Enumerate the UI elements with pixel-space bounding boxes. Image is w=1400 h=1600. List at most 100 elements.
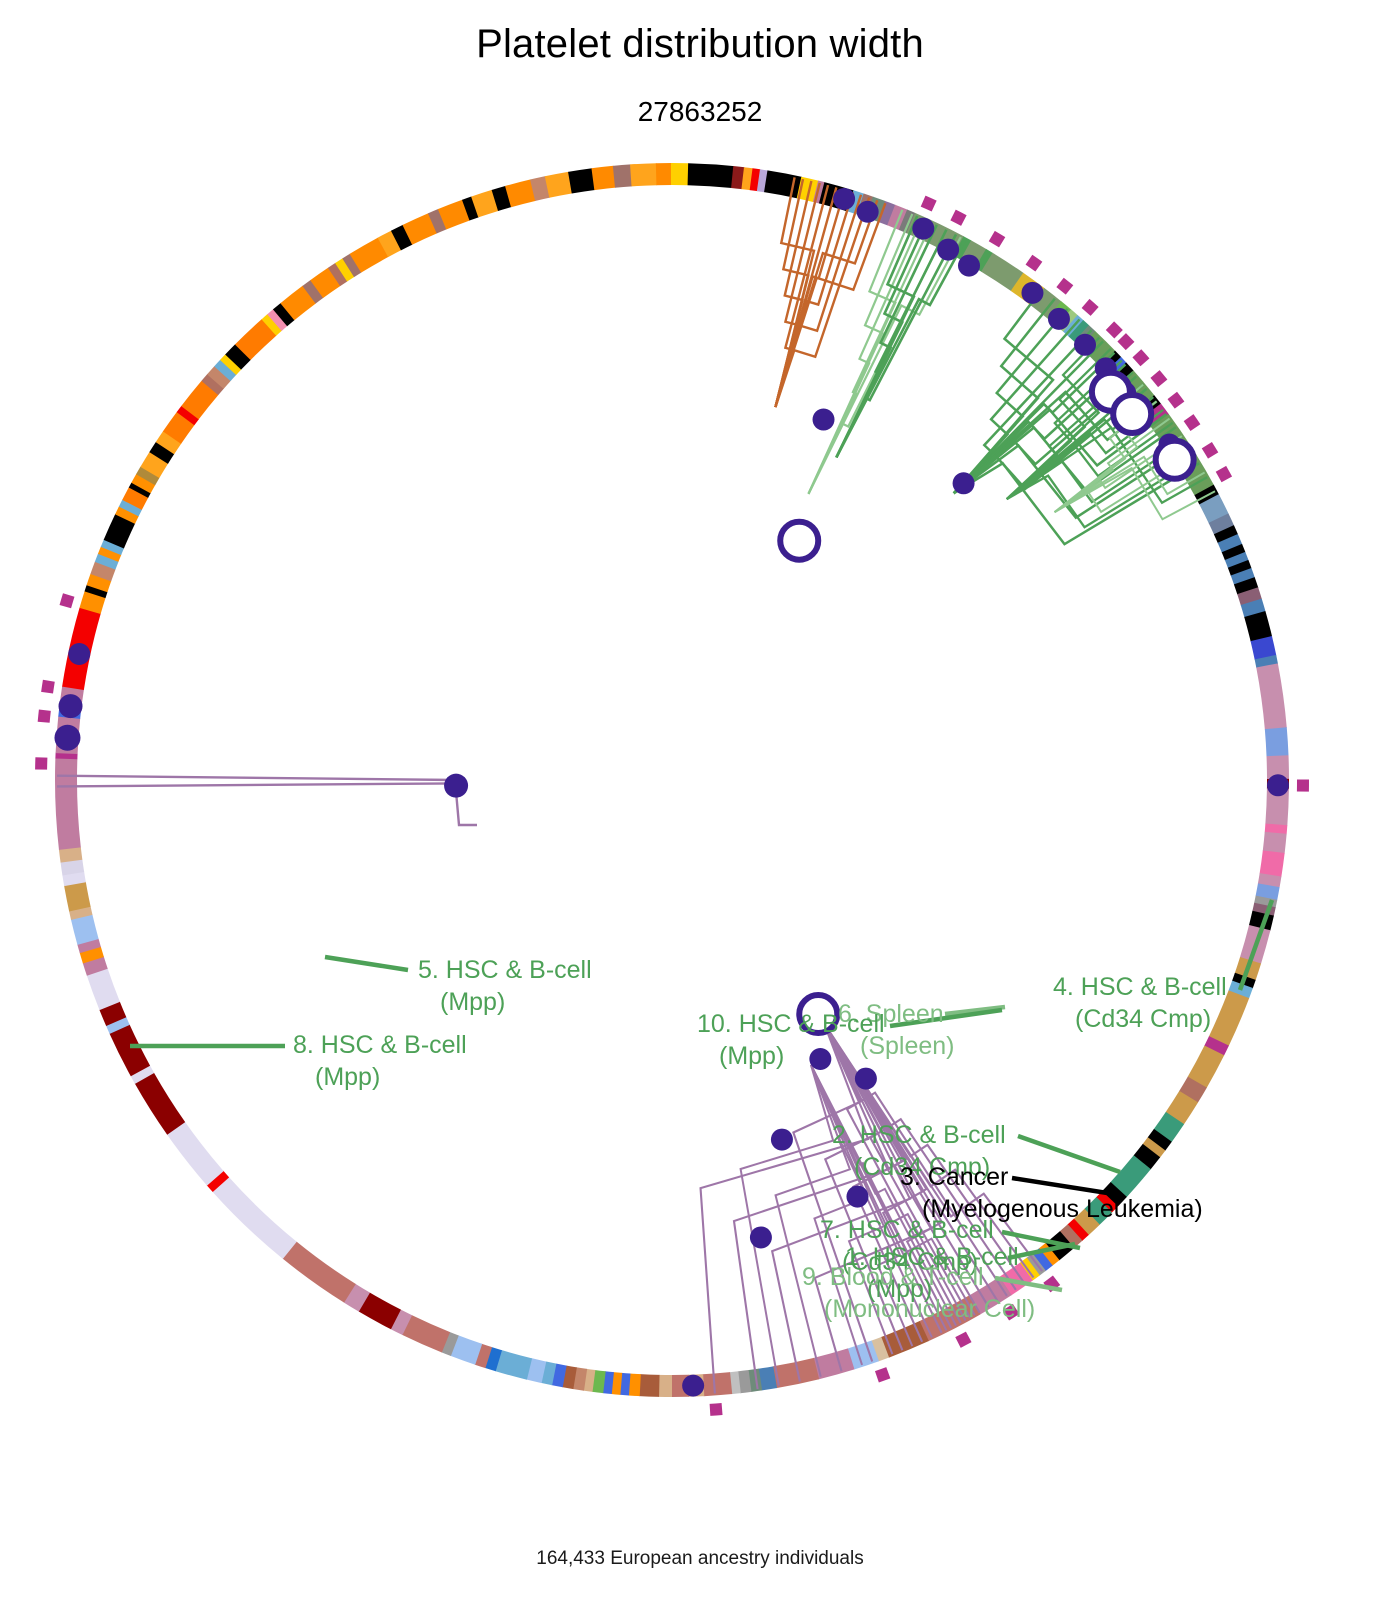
locus-dot[interactable]: [912, 217, 935, 240]
annotation-sublabel-4: (Cd34 Cmp): [1075, 1005, 1211, 1033]
ring-segment: [1095, 1191, 1119, 1213]
dendrogram-branch: [807, 236, 962, 495]
annotation-leader-line: [944, 1004, 1006, 1017]
locus-dot[interactable]: [1074, 333, 1097, 356]
locus-dot[interactable]: [937, 238, 960, 261]
ring-segment: [1230, 567, 1255, 585]
ring-segment: [474, 1343, 493, 1369]
locus-dot[interactable]: [833, 187, 856, 210]
dendrogram-branch: [953, 461, 1200, 546]
annotation-leader-line: [1017, 1133, 1121, 1175]
annotation-sublabel-8: (Mpp): [315, 1063, 380, 1091]
dendrogram-branch: [1053, 417, 1171, 513]
annotation-label-2: 2. HSC & B-cell: [832, 1121, 1006, 1149]
ring-segment: [272, 302, 295, 327]
locus-dot[interactable]: [958, 254, 980, 277]
ring-segment: [358, 1292, 401, 1330]
ring-segment: [1068, 320, 1090, 342]
ring-segment: [877, 200, 896, 226]
ring-segment: [109, 1024, 151, 1077]
dendrogram-branch: [57, 782, 456, 788]
ring-segment: [134, 1072, 186, 1135]
ring-segment: [1217, 533, 1243, 553]
annotation-label-layer: 1. HSC & B-cell (Mpp) 2. HSC & B-cell (Cd34…: [293, 956, 1227, 1323]
ring-segment: [772, 1357, 820, 1389]
outer-tick-mark: [1296, 779, 1309, 792]
ring-segment: [1165, 1090, 1199, 1125]
ring-segment: [155, 430, 182, 455]
page-footer-caption: 164,433 European ancestry individuals: [536, 1548, 864, 1569]
locus-dot[interactable]: [444, 773, 469, 798]
ring-segment: [437, 199, 471, 230]
annotation-leader-line: [1237, 899, 1275, 991]
ring-segment: [79, 590, 106, 615]
ring-segment: [1110, 1155, 1151, 1198]
outer-tick-mark: [1167, 391, 1185, 409]
dendrogram-branch: [810, 1064, 869, 1366]
dendrogram-branch: [810, 1064, 894, 1355]
locus-highlight-ring[interactable]: [777, 518, 822, 563]
ring-segment: [1224, 551, 1249, 569]
ring-segment: [349, 237, 389, 273]
outer-tick-mark: [874, 1367, 891, 1383]
locus-dot[interactable]: [812, 408, 835, 431]
ring-segment: [1256, 663, 1287, 730]
locus-dot[interactable]: [952, 472, 975, 495]
locus-dot[interactable]: [749, 1226, 772, 1249]
locus-dot[interactable]: [58, 694, 83, 719]
ring-segment: [1204, 1036, 1229, 1056]
locus-dot[interactable]: [856, 200, 879, 223]
ring-segment: [62, 871, 86, 887]
locus-dot[interactable]: [1266, 774, 1289, 797]
ring-segment: [1233, 577, 1259, 595]
annotation-leader-line: [994, 1275, 1063, 1293]
annotation-label-3: 3. Cancer: [900, 1163, 1008, 1191]
ring-segment: [602, 1371, 614, 1395]
ring-segment: [97, 546, 122, 562]
ring-segment: [1264, 823, 1288, 835]
ring-segment: [737, 1370, 752, 1394]
annotation-label-1: 1. HSC & B-cell: [845, 1243, 1019, 1271]
locus-dot[interactable]: [1047, 307, 1070, 330]
ring-segment: [731, 166, 745, 190]
outer-tick-mark: [955, 1331, 972, 1348]
ring-segment: [813, 1348, 855, 1380]
ring-segment: [981, 252, 1024, 292]
annotation-label-5: 5. HSC & B-cell: [418, 956, 592, 984]
locus-dot[interactable]: [1021, 281, 1044, 304]
ring-segment: [495, 1350, 533, 1380]
locus-dot[interactable]: [54, 724, 81, 751]
locus-dot[interactable]: [770, 1128, 793, 1151]
outer-tick-mark: [920, 195, 937, 212]
ring-segment: [572, 1367, 588, 1391]
locus-dot[interactable]: [809, 1048, 832, 1071]
ring-segment: [1257, 873, 1282, 888]
ring-segment: [70, 914, 99, 945]
ring-segment: [90, 561, 116, 582]
locus-highlight-ring[interactable]: [796, 992, 841, 1037]
ring-segment: [611, 1372, 623, 1395]
locus-dot[interactable]: [854, 1067, 877, 1090]
locus-dot[interactable]: [682, 1374, 705, 1397]
locus-highlight-ring[interactable]: [1110, 391, 1155, 436]
locus-dot[interactable]: [68, 643, 91, 666]
dendrogram-branch: [774, 202, 887, 408]
ring-segment: [441, 1331, 459, 1357]
ring-segment: [1244, 610, 1273, 642]
outer-tick-mark: [41, 679, 55, 694]
annotation-leader-line: [1011, 1175, 1121, 1198]
annotation-sublabel-6: (Spleen): [860, 1032, 955, 1060]
outer-tick-mark: [1201, 441, 1219, 459]
dendrogram-branch: [699, 1023, 870, 1394]
outer-tick-mark: [1117, 333, 1135, 351]
ring-segment: [612, 164, 633, 188]
locus-highlight-ring[interactable]: [1152, 437, 1197, 482]
annotation-label-8: 8. HSC & B-cell: [293, 1031, 467, 1059]
ring-segment: [176, 405, 200, 426]
ring-segment: [402, 213, 438, 245]
outer-tick-mark: [37, 709, 51, 723]
dendrogram-branch: [1006, 457, 1197, 529]
dendrogram-branch: [813, 1022, 934, 1372]
dendrogram-branch: [774, 1064, 852, 1377]
locus-dot[interactable]: [846, 1185, 869, 1208]
